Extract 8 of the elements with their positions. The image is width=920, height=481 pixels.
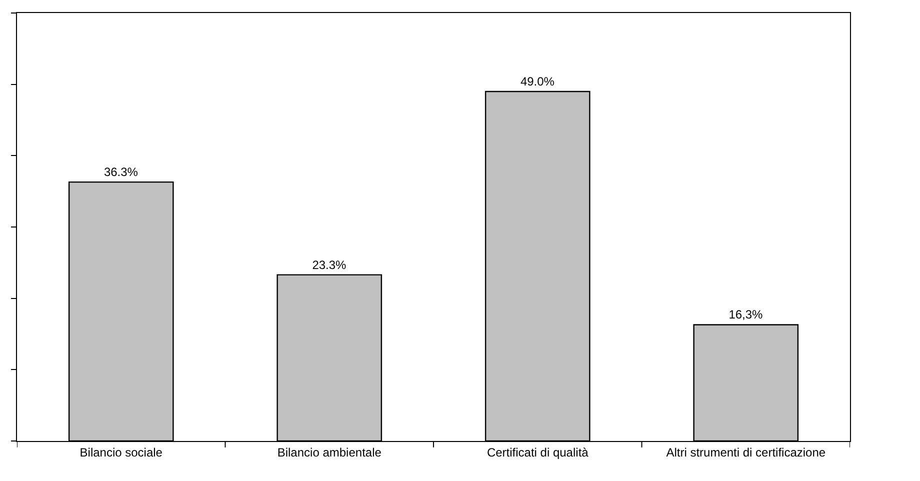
x-tick-label: Bilancio sociale [80,445,163,460]
data-label: 36.3% [104,165,138,180]
x-tick-label: Altri strumenti di certificazione [666,445,826,460]
data-label: 49.0% [520,74,555,88]
data-label: 16,3% [728,308,764,322]
x-tick-label: Certificati di qualità [486,445,589,460]
x-tick-label: Bilancio ambientale [277,445,382,460]
data-label: 23.3% [312,258,347,272]
